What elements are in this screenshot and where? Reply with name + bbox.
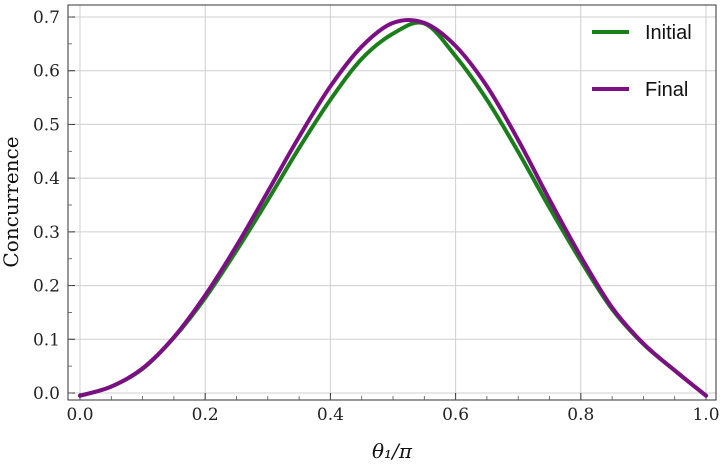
y-tick-label: 0.0 [33, 384, 60, 404]
grid [68, 5, 716, 400]
y-tick-label: 0.2 [33, 277, 60, 297]
legend-label-initial: Initial [645, 22, 692, 44]
y-tick-label: 0.1 [33, 330, 60, 350]
y-tick-label: 0.4 [33, 169, 60, 189]
x-axis-title: θ₁/π [372, 439, 413, 463]
y-tick-label: 0.7 [33, 8, 60, 28]
x-tick-label: 0.4 [317, 405, 344, 425]
x-tick-label: 0.0 [66, 405, 93, 425]
y-tick-label: 0.3 [33, 223, 60, 243]
legend-label-final: Final [645, 79, 688, 101]
series-layer [78, 17, 708, 398]
y-tick-label: 0.6 [33, 62, 60, 82]
series-line-final [78, 17, 708, 398]
x-tick-label: 1.0 [692, 405, 719, 425]
legend: Initial Final [592, 22, 692, 101]
x-tick-label: 0.2 [192, 405, 219, 425]
axis-ticks: 0.0 0.2 0.4 0.6 0.8 1.0 0.0 0.1 0.2 0.3 0.4 0.5 0.6 0… [33, 8, 720, 425]
plot-frame [67, 4, 717, 401]
y-tick-label: 0.5 [33, 115, 60, 135]
x-tick-label: 0.8 [567, 405, 594, 425]
y-axis-title: Concurrence [0, 136, 23, 267]
x-tick-label: 0.6 [442, 405, 469, 425]
